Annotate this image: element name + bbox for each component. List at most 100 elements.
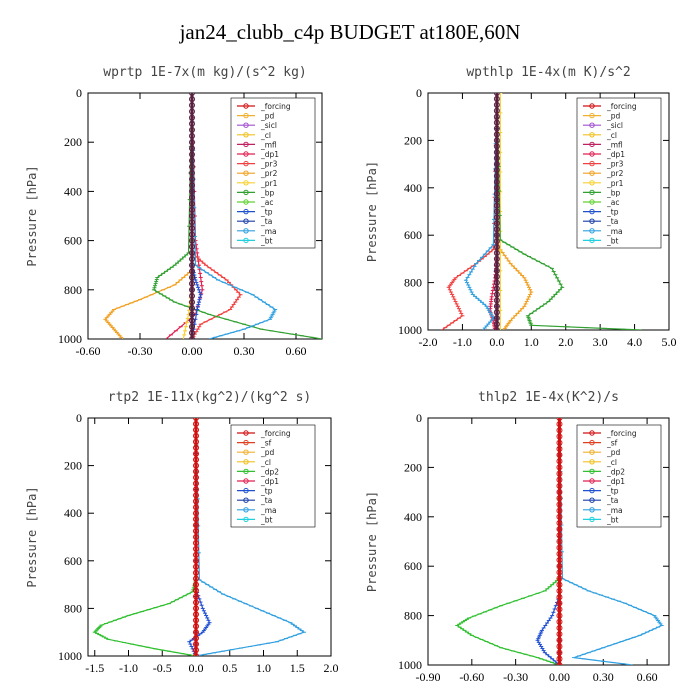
zero-marker	[556, 418, 563, 421]
zero-marker	[493, 291, 500, 298]
zero-marker	[493, 95, 500, 102]
zero-marker	[189, 169, 195, 176]
zero-marker	[189, 108, 195, 115]
y-tick-label: 800	[404, 609, 422, 623]
legend-label: _ta	[260, 217, 272, 226]
panel-title: wprtp 1E-7x(m kg)/(s^2 kg)	[103, 65, 307, 80]
zero-marker	[189, 145, 195, 152]
legend-marker	[243, 151, 249, 157]
chart-panel: rtp2 1E-11x(kg^2)/(kg^2 s) Pressure [hPa]…	[25, 390, 339, 675]
zero-marker	[193, 528, 199, 535]
legend-label: _cl	[260, 458, 271, 467]
zero-marker	[193, 581, 199, 588]
legend-marker	[589, 189, 595, 196]
legend-label: _cl	[606, 458, 617, 467]
zero-marker	[556, 662, 563, 665]
legend-label: _sicl	[606, 121, 623, 130]
x-tick-label: 2.0	[558, 335, 573, 349]
zero-marker	[189, 256, 195, 263]
zero-marker	[556, 550, 563, 557]
zero-marker	[556, 501, 563, 508]
legend-marker	[243, 141, 249, 148]
zero-marker	[493, 202, 500, 209]
legend-label: _pd	[260, 448, 275, 457]
zero-marker	[193, 522, 199, 529]
zero-marker	[556, 513, 563, 520]
series-line	[441, 93, 498, 330]
zero-marker	[189, 139, 195, 146]
zero-marker	[493, 119, 500, 126]
zero-marker	[556, 575, 563, 582]
panel-title: thlp2 1E-4x(K^2)/s	[478, 390, 619, 405]
zero-marker	[556, 538, 563, 545]
zero-marker	[193, 557, 199, 564]
zero-marker	[493, 249, 500, 256]
zero-marker	[556, 569, 563, 576]
series-line	[104, 93, 193, 339]
y-tick-label: 800	[64, 283, 82, 297]
zero-marker	[193, 486, 199, 493]
series-group	[455, 418, 664, 665]
legend-label: _pd	[606, 112, 621, 121]
zero-marker	[493, 315, 500, 322]
zero-marker	[193, 653, 199, 656]
zero-marker	[493, 297, 500, 304]
legend-marker	[243, 132, 249, 138]
zero-marker	[189, 126, 195, 133]
legend-marker	[243, 449, 249, 455]
legend-marker	[589, 516, 595, 523]
legend-marker	[589, 439, 595, 446]
legend-marker	[589, 160, 595, 167]
y-tick-label: 200	[64, 459, 82, 473]
legend-marker	[589, 122, 595, 128]
x-tick-label: 1.0	[256, 661, 271, 675]
legend-label: _pd	[606, 448, 621, 457]
legend-marker	[589, 170, 595, 176]
x-tick-label: -0.30	[128, 344, 153, 358]
legend-label: _tp	[606, 208, 619, 217]
zero-marker	[193, 599, 199, 606]
y-tick-label: 0	[76, 411, 82, 425]
zero-marker	[193, 468, 199, 475]
zero-marker	[556, 464, 563, 471]
legend-marker	[589, 507, 595, 513]
zero-marker	[193, 587, 199, 594]
legend-marker	[243, 199, 249, 205]
zero-marker	[493, 113, 500, 120]
zero-marker	[556, 655, 563, 662]
zero-marker	[556, 618, 563, 625]
zero-marker	[493, 232, 500, 239]
zero-marker	[193, 593, 199, 600]
zero-marker	[193, 623, 199, 630]
series-line	[536, 418, 561, 665]
legend-label: _forcing	[606, 102, 637, 111]
zero-marker	[556, 600, 563, 607]
zero-marker	[189, 206, 195, 213]
y-axis-label: Pressure [hPa]	[25, 165, 39, 266]
x-tick-label: 1.0	[524, 335, 539, 349]
series-group	[92, 418, 306, 656]
zero-marker	[493, 137, 500, 144]
y-tick-label: 600	[404, 228, 422, 242]
x-tick-label: 0.30	[234, 344, 255, 358]
zero-marker	[189, 336, 195, 339]
zero-marker	[493, 149, 500, 156]
legend-marker	[243, 516, 249, 523]
zero-marker	[493, 131, 500, 138]
legend-label: _ma	[606, 227, 623, 236]
y-tick-label: 1000	[398, 658, 422, 672]
legend-marker	[589, 237, 595, 244]
y-tick-label: 600	[64, 554, 82, 568]
zero-marker	[493, 172, 500, 179]
legend-marker	[243, 237, 249, 244]
legend-label: _dp1	[260, 150, 279, 159]
legend-label: _forcing	[260, 102, 291, 111]
legend-label: _ma	[606, 506, 623, 515]
zero-marker	[493, 155, 500, 162]
legend-label: _pr2	[606, 169, 624, 178]
legend-marker	[589, 459, 595, 465]
zero-marker	[493, 261, 500, 268]
legend-label: _forcing	[606, 429, 637, 438]
legend-marker	[243, 228, 249, 234]
